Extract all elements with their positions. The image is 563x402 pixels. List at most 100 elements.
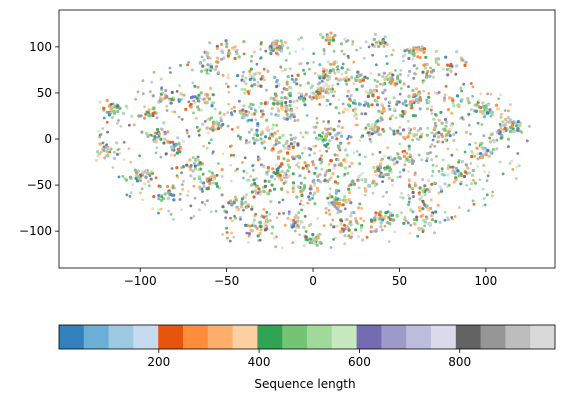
scatter-point (358, 138, 362, 142)
colorbar-segment (108, 325, 134, 349)
scatter-point (475, 146, 479, 150)
scatter-point (390, 53, 394, 57)
scatter-point (369, 72, 373, 75)
scatter-point (471, 108, 474, 112)
scatter-point (279, 177, 283, 180)
scatter-point (381, 218, 385, 222)
scatter-point (405, 104, 408, 107)
scatter-point (367, 45, 371, 49)
scatter-point (332, 38, 336, 42)
colorbar-segments (59, 325, 556, 349)
scatter-point (315, 174, 320, 179)
scatter-point (381, 195, 385, 198)
scatter-point (138, 154, 142, 158)
scatter-point (430, 158, 434, 162)
scatter-point (427, 95, 431, 99)
scatter-point (340, 126, 344, 130)
scatter-point (197, 175, 201, 179)
scatter-point (256, 122, 260, 126)
scatter-point (134, 174, 139, 178)
scatter-point (178, 84, 181, 87)
scatter-point (232, 48, 236, 51)
scatter-point (200, 162, 204, 166)
scatter-point (279, 66, 283, 69)
scatter-point (380, 228, 384, 232)
scatter-point (264, 49, 268, 53)
scatter-point (281, 133, 285, 138)
scatter-point (415, 67, 419, 70)
scatter-point (139, 191, 142, 195)
scatter-point (163, 192, 167, 196)
scatter-point (394, 116, 398, 120)
scatter-point (312, 181, 316, 185)
scatter-point (366, 76, 369, 80)
scatter-point (173, 186, 177, 190)
scatter-point (325, 88, 329, 92)
scatter-point (141, 92, 145, 96)
scatter-point (313, 171, 317, 175)
scatter-point (328, 187, 332, 191)
scatter-point (377, 169, 381, 173)
scatter-point (400, 191, 404, 195)
scatter-point (396, 76, 400, 80)
scatter-point (422, 187, 426, 191)
scatter-point (147, 114, 152, 118)
scatter-point (508, 162, 512, 165)
scatter-point (250, 207, 254, 211)
scatter-point (165, 184, 170, 188)
scatter-point (329, 246, 333, 249)
scatter-point (262, 215, 266, 219)
scatter-point (452, 104, 456, 108)
scatter-point (339, 42, 344, 46)
scatter-point (162, 141, 166, 145)
scatter-point (437, 63, 440, 66)
scatter-point (202, 144, 206, 148)
scatter-point (336, 207, 340, 211)
scatter-point (333, 153, 337, 157)
scatter-point (388, 222, 392, 226)
scatter-point (446, 218, 450, 222)
scatter-point (207, 131, 210, 135)
scatter-point (205, 50, 208, 54)
scatter-point (437, 118, 441, 122)
scatter-point (201, 172, 205, 176)
scatter-point (426, 152, 429, 156)
scatter-point (406, 203, 411, 207)
scatter-point (190, 68, 194, 72)
scatter-point (327, 146, 330, 150)
scatter-point (346, 103, 351, 107)
scatter-point (334, 188, 339, 193)
scatter-point (467, 101, 471, 105)
scatter-point (270, 231, 274, 235)
scatter-point (242, 40, 246, 44)
scatter-point (141, 79, 145, 82)
scatter-point (140, 187, 144, 191)
scatter-point (144, 131, 149, 136)
scatter-point (249, 102, 253, 106)
scatter-point (221, 152, 225, 156)
scatter-point (258, 192, 262, 196)
scatter-point (205, 118, 209, 122)
scatter-point (361, 238, 365, 242)
scatter-point (292, 218, 295, 222)
scatter-point (295, 195, 299, 199)
scatter-point (360, 112, 364, 116)
scatter-point (251, 221, 255, 225)
scatter-point (504, 126, 507, 130)
scatter-point (273, 75, 277, 79)
scatter-point (192, 111, 195, 115)
scatter-point (311, 232, 315, 237)
colorbar-segment (183, 325, 209, 349)
scatter-point (418, 97, 422, 101)
scatter-point (105, 110, 109, 114)
scatter-point (482, 115, 486, 119)
scatter-point (353, 99, 357, 103)
scatter-point (128, 195, 132, 198)
scatter-point (226, 111, 230, 114)
scatter-point (255, 62, 259, 66)
scatter-point (248, 77, 252, 81)
scatter-point (198, 208, 201, 212)
scatter-point (481, 101, 485, 105)
scatter-point (161, 91, 165, 95)
